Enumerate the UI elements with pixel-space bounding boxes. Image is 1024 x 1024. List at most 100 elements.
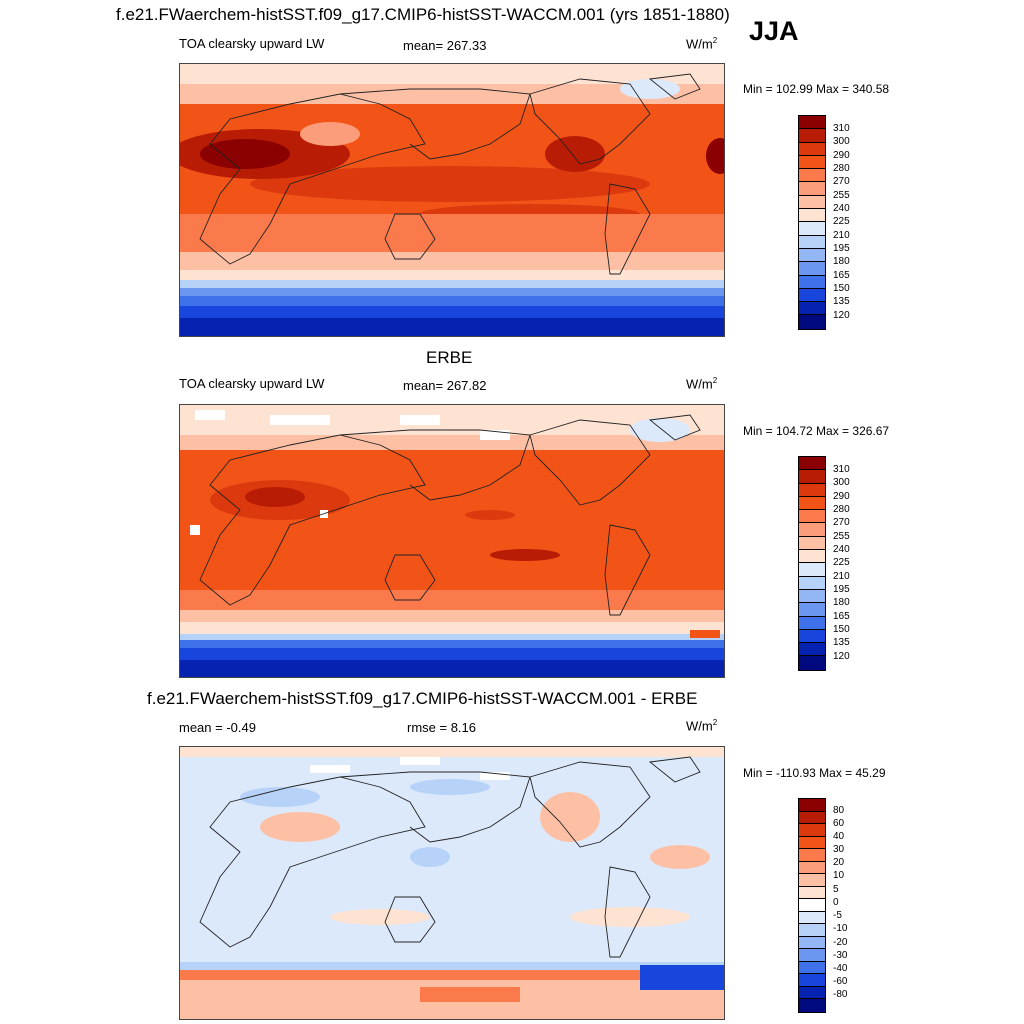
colorbar-tick-label: 40 (833, 831, 845, 842)
colorbar-swatch (799, 222, 825, 236)
colorbar-tick-label: -30 (833, 950, 848, 961)
colorbar-tick-label: 270 (833, 176, 850, 187)
colorbar-tick-label: 135 (833, 296, 850, 307)
colorbar-swatch (799, 262, 825, 276)
colorbar-tick-label: 150 (833, 283, 850, 294)
colorbar-swatch (799, 836, 825, 849)
colorbar-tick-label: 30 (833, 844, 845, 855)
colorbar-tick-label: 300 (833, 136, 850, 147)
colorbar-tick-label: 180 (833, 256, 850, 267)
colorbar-tick-label: 150 (833, 624, 850, 635)
colorbar-tick-label: 195 (833, 243, 850, 254)
colorbar-swatch (799, 603, 825, 617)
colorbar-tick-label: 120 (833, 310, 850, 321)
colorbar-swatch (799, 986, 825, 999)
colorbar-tick-label: 180 (833, 597, 850, 608)
panel-3-colorbar (798, 798, 826, 1013)
colorbar-swatch (799, 811, 825, 824)
colorbar-swatch (799, 523, 825, 537)
panel-3-units: W/m2 (686, 718, 718, 734)
colorbar-swatch (799, 936, 825, 949)
colorbar-tick-label: 240 (833, 203, 850, 214)
panel-1-colorbar (798, 115, 826, 330)
colorbar-tick-label: 195 (833, 584, 850, 595)
colorbar-swatch (799, 974, 825, 987)
season-label: JJA (749, 16, 799, 46)
model-lw-map (180, 64, 724, 336)
colorbar-swatch (799, 656, 825, 670)
colorbar-tick-label: 300 (833, 477, 850, 488)
colorbar-swatch (799, 643, 825, 657)
erbe-lw-map (180, 405, 724, 677)
colorbar-tick-label: 225 (833, 557, 850, 568)
colorbar-swatch (799, 248, 825, 263)
colorbar-tick-label: 225 (833, 216, 850, 227)
colorbar-tick-label: 240 (833, 544, 850, 555)
colorbar-tick-label: 270 (833, 517, 850, 528)
colorbar-tick-label: 290 (833, 150, 850, 161)
colorbar-tick-label: 255 (833, 531, 850, 542)
panel-1-title: f.e21.FWaerchem-histSST.f09_g17.CMIP6-hi… (116, 5, 730, 24)
panel-3-minmax: Min = -110.93 Max = 45.29 (743, 766, 886, 780)
colorbar-tick-label: 210 (833, 230, 850, 241)
colorbar-swatch (799, 536, 825, 551)
colorbar-swatch (799, 999, 825, 1012)
colorbar-swatch (799, 589, 825, 604)
panel-3-rmse: rmse = 8.16 (407, 720, 477, 735)
panel-2-minmax: Min = 104.72 Max = 326.67 (743, 424, 890, 438)
colorbar-swatch (799, 142, 825, 156)
colorbar-tick-label: 135 (833, 637, 850, 648)
colorbar-tick-label: 310 (833, 464, 850, 475)
colorbar-tick-label: -40 (833, 963, 848, 974)
panel-2-variable: TOA clearsky upward LW (179, 376, 325, 391)
colorbar-tick-label: -80 (833, 989, 848, 1000)
colorbar-swatch (799, 961, 825, 974)
colorbar-tick-label: 10 (833, 870, 845, 881)
colorbar-tick-label: -10 (833, 923, 848, 934)
colorbar-swatch (799, 155, 825, 170)
colorbar-tick-label: 165 (833, 270, 850, 281)
colorbar-tick-label: 290 (833, 491, 850, 502)
panel-1-minmax: Min = 102.99 Max = 340.58 (743, 82, 890, 96)
colorbar-tick-label: 255 (833, 190, 850, 201)
colorbar-swatch (799, 209, 825, 223)
panel-1-map (179, 63, 725, 337)
panel-3-mean: mean = -0.49 (179, 720, 256, 735)
colorbar-swatch (799, 886, 825, 899)
panel-2-units: W/m2 (686, 376, 718, 392)
colorbar-swatch (799, 483, 825, 497)
colorbar-swatch (799, 470, 825, 484)
colorbar-tick-label: -5 (833, 910, 842, 921)
colorbar-swatch (799, 235, 825, 249)
colorbar-tick-label: -60 (833, 976, 848, 987)
colorbar-swatch (799, 182, 825, 196)
colorbar-swatch (799, 496, 825, 511)
panel-3-title: f.e21.FWaerchem-histSST.f09_g17.CMIP6-hi… (147, 689, 698, 708)
colorbar-tick-label: 20 (833, 857, 845, 868)
panel-1-mean: mean= 267.33 (403, 38, 487, 53)
panel-1-units: W/m2 (686, 36, 718, 52)
colorbar-swatch (799, 457, 825, 471)
colorbar-swatch (799, 195, 825, 210)
difference-lw-map (180, 747, 724, 1019)
colorbar-tick-label: 60 (833, 818, 845, 829)
colorbar-swatch (799, 899, 825, 912)
colorbar-swatch (799, 911, 825, 924)
colorbar-swatch (799, 629, 825, 644)
colorbar-swatch (799, 315, 825, 329)
colorbar-swatch (799, 824, 825, 837)
colorbar-swatch (799, 849, 825, 862)
colorbar-tick-label: 5 (833, 884, 839, 895)
colorbar-tick-label: -20 (833, 937, 848, 948)
colorbar-swatch (799, 563, 825, 577)
panel-1-variable: TOA clearsky upward LW (179, 36, 325, 51)
colorbar-swatch (799, 576, 825, 590)
colorbar-swatch (799, 302, 825, 316)
colorbar-swatch (799, 799, 825, 812)
colorbar-swatch (799, 510, 825, 524)
colorbar-swatch (799, 129, 825, 143)
colorbar-swatch (799, 550, 825, 564)
colorbar-swatch (799, 861, 825, 874)
colorbar-swatch (799, 949, 825, 962)
colorbar-tick-label: 80 (833, 805, 845, 816)
